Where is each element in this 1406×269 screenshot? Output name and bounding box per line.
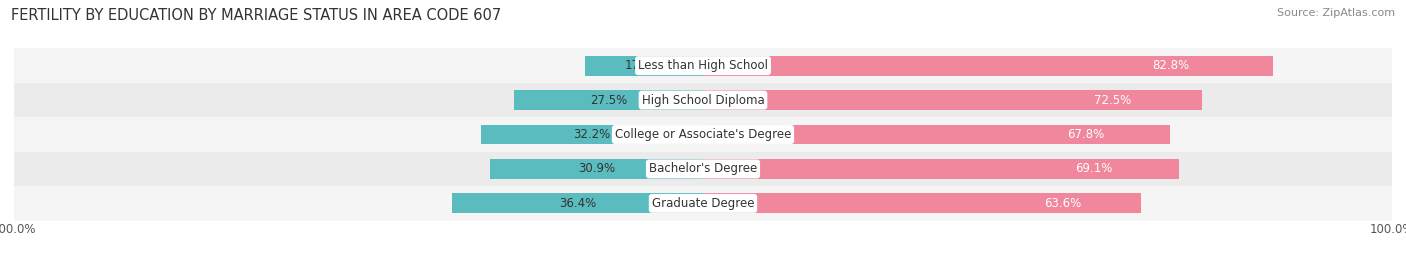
Bar bbox=[14, 48, 1392, 83]
Bar bbox=[703, 90, 1202, 110]
Bar bbox=[14, 186, 1392, 221]
Bar bbox=[703, 193, 1142, 213]
Text: 82.8%: 82.8% bbox=[1152, 59, 1189, 72]
Bar bbox=[703, 159, 1180, 179]
Bar bbox=[481, 125, 703, 144]
Text: 27.5%: 27.5% bbox=[589, 94, 627, 107]
Bar bbox=[703, 125, 1170, 144]
Text: 32.2%: 32.2% bbox=[574, 128, 610, 141]
Text: 17.2%: 17.2% bbox=[626, 59, 662, 72]
Text: 30.9%: 30.9% bbox=[578, 162, 614, 175]
Bar bbox=[453, 193, 703, 213]
Text: High School Diploma: High School Diploma bbox=[641, 94, 765, 107]
Text: 72.5%: 72.5% bbox=[1094, 94, 1132, 107]
Text: 69.1%: 69.1% bbox=[1074, 162, 1112, 175]
Bar bbox=[513, 90, 703, 110]
Text: Bachelor's Degree: Bachelor's Degree bbox=[650, 162, 756, 175]
Bar bbox=[703, 56, 1274, 76]
Text: Source: ZipAtlas.com: Source: ZipAtlas.com bbox=[1277, 8, 1395, 18]
Text: Less than High School: Less than High School bbox=[638, 59, 768, 72]
Text: College or Associate's Degree: College or Associate's Degree bbox=[614, 128, 792, 141]
Bar bbox=[14, 117, 1392, 152]
Bar bbox=[491, 159, 703, 179]
Bar bbox=[14, 83, 1392, 117]
Bar bbox=[14, 152, 1392, 186]
Text: Graduate Degree: Graduate Degree bbox=[652, 197, 754, 210]
Text: 67.8%: 67.8% bbox=[1067, 128, 1105, 141]
Text: 36.4%: 36.4% bbox=[560, 197, 596, 210]
Bar bbox=[585, 56, 703, 76]
Text: 63.6%: 63.6% bbox=[1043, 197, 1081, 210]
Text: FERTILITY BY EDUCATION BY MARRIAGE STATUS IN AREA CODE 607: FERTILITY BY EDUCATION BY MARRIAGE STATU… bbox=[11, 8, 502, 23]
